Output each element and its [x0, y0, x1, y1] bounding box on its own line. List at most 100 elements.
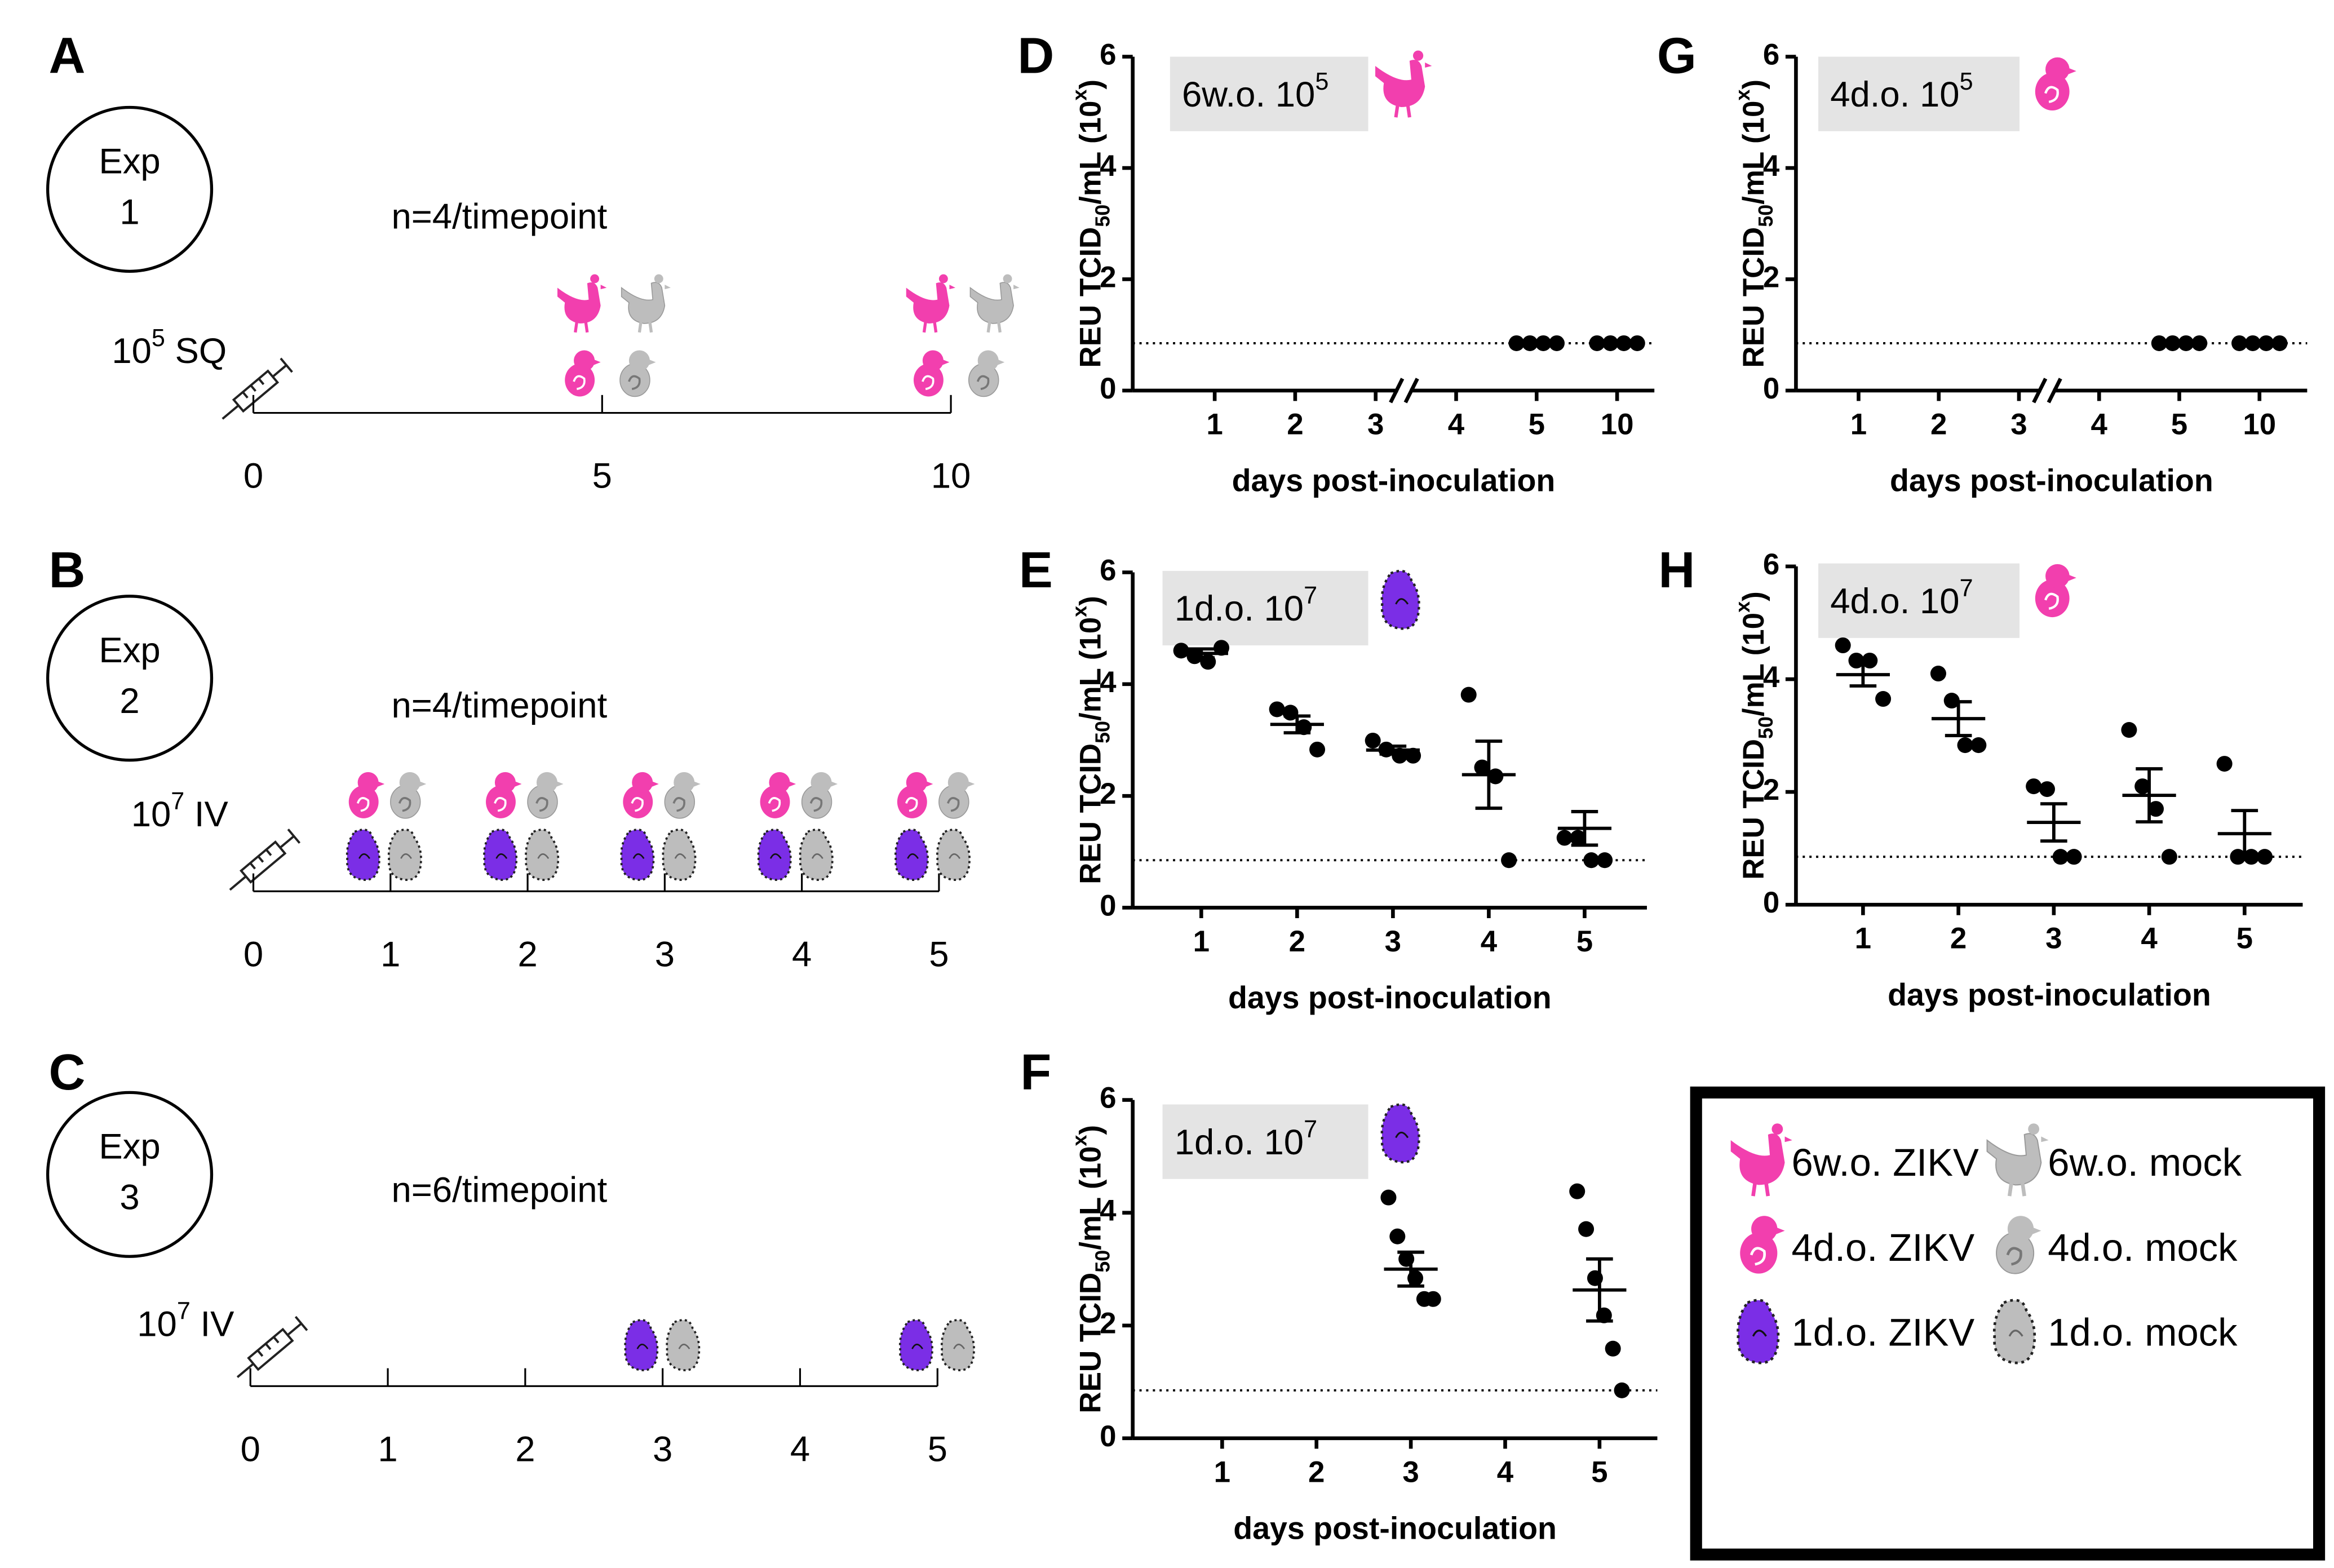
experiment-circle: [46, 595, 214, 762]
animal-icon: [664, 772, 701, 819]
animal-icon: [757, 829, 792, 881]
syringe-needle: [236, 1363, 254, 1378]
animal-icon: [1996, 1216, 2041, 1274]
x-tick-label: 3: [1385, 925, 1401, 958]
chart-label-part: 7: [1960, 575, 1973, 602]
syringe-mark: [273, 1336, 280, 1344]
icon-beak: [830, 781, 838, 787]
icon-legs: [574, 321, 589, 333]
animal-icon: [898, 1319, 933, 1371]
data-point: [1392, 747, 1408, 764]
x-axis-label: days post-inoculation: [1228, 980, 1552, 1015]
data-point: [1614, 1382, 1630, 1398]
icon-head: [632, 772, 653, 793]
icon-beak: [2041, 1136, 2049, 1142]
data-point: [1583, 852, 1600, 869]
experiment-label: Exp: [99, 142, 160, 181]
animal-icon: [1737, 1299, 1780, 1365]
chart-label: 4d.o. 107: [1830, 575, 1973, 621]
icon-body: [897, 785, 927, 818]
icon-wing: [631, 797, 644, 812]
timeline-tick-label: 3: [653, 1429, 672, 1469]
dose-label: 107 IV: [137, 1298, 234, 1344]
icon-beak: [1013, 285, 1020, 290]
data-point: [1425, 1291, 1441, 1307]
x-tick-label: 4: [1448, 407, 1465, 441]
x-tick-label: 2: [1308, 1455, 1325, 1489]
y-tick-label: 6: [1100, 38, 1116, 72]
icon-body: [2035, 579, 2070, 618]
icon-body: [1740, 1232, 1778, 1274]
error-bar: [1283, 714, 1311, 735]
icon-wing: [1752, 1330, 1767, 1337]
animal-icon: [525, 829, 560, 881]
data-point: [1487, 768, 1504, 785]
x-axis-label: days post-inoculation: [1890, 463, 2213, 498]
icon-body: [1730, 1133, 1785, 1185]
dose-label-part: 10: [137, 1304, 177, 1344]
data-point: [2191, 335, 2208, 352]
error-bar: [2136, 767, 2163, 824]
icon-head: [1751, 1216, 1778, 1242]
data-point: [1501, 852, 1517, 869]
syringe-icon: [222, 357, 293, 420]
timeline-tick-label: 1: [380, 935, 400, 975]
data-point: [1365, 732, 1381, 748]
legend-label: 4d.o. mock: [2048, 1226, 2238, 1269]
panel-letter: D: [1017, 28, 1054, 85]
y-axis-label-part: 50: [1754, 716, 1777, 739]
error-bar: [1379, 744, 1407, 756]
data-point: [1309, 741, 1326, 758]
label-box: [1818, 563, 2020, 638]
data-point: [2178, 335, 2194, 352]
error-bar: [2040, 802, 2067, 843]
animal-icon: [666, 1319, 701, 1371]
icon-wing: [495, 853, 508, 859]
icon-beak: [2067, 68, 2076, 75]
chart-label: 1d.o. 107: [1175, 1116, 1317, 1162]
icon-wing: [947, 797, 960, 812]
animal-icon: [938, 772, 975, 819]
y-axis-label-part: /mL (10: [1074, 1146, 1107, 1250]
icon-body: [913, 364, 944, 397]
y-tick-label: 4: [1100, 1194, 1117, 1228]
animal-icon: [1992, 1299, 2036, 1365]
animal-icon: [2035, 57, 2076, 111]
y-tick-label: 4: [1763, 149, 1780, 183]
y-axis-label: REU TCID50/mL (10x): [1068, 79, 1114, 367]
dose-label: 107 IV: [131, 789, 229, 834]
chart-label-part: 7: [1304, 583, 1317, 610]
icon-head: [494, 772, 516, 793]
animal-icon: [565, 350, 601, 397]
icon-wing: [632, 853, 645, 859]
data-point: [2151, 335, 2167, 352]
y-tick-label: 0: [1763, 372, 1779, 405]
icon-head: [811, 772, 832, 793]
dose-label-part: IV: [184, 795, 228, 834]
legend-label: 1d.o. ZIKV: [1791, 1311, 1974, 1354]
icon-body: [2035, 73, 2070, 111]
icon-head: [628, 350, 650, 371]
error-bar: [1188, 647, 1215, 660]
icon-head: [947, 772, 969, 793]
icon-beak: [693, 781, 701, 787]
timeline-tick-label: 5: [929, 935, 949, 975]
icon-head: [769, 772, 790, 793]
icon-wing: [2008, 1330, 2023, 1337]
x-tick-label: 3: [1402, 1455, 1419, 1489]
chart-label: 4d.o. 105: [1830, 68, 1973, 114]
group-size: n=6/timepoint: [391, 1170, 607, 1210]
dose-label: 105 SQ: [112, 325, 227, 370]
label-box: [1170, 56, 1368, 131]
x-tick-label: 10: [1601, 407, 1634, 441]
icon-body: [1375, 60, 1425, 107]
icon-beak: [2067, 574, 2076, 582]
x-tick-label: 1: [1206, 407, 1223, 441]
animal-icon: [1740, 1216, 1785, 1274]
icon-head: [357, 772, 379, 793]
legend-label: 6w.o. ZIKV: [1791, 1141, 1979, 1184]
x-tick-label: 5: [1576, 925, 1593, 958]
animal-icon: [662, 829, 697, 881]
x-tick-label: 4: [1497, 1455, 1514, 1489]
timeline-tick-label: 2: [517, 935, 537, 975]
